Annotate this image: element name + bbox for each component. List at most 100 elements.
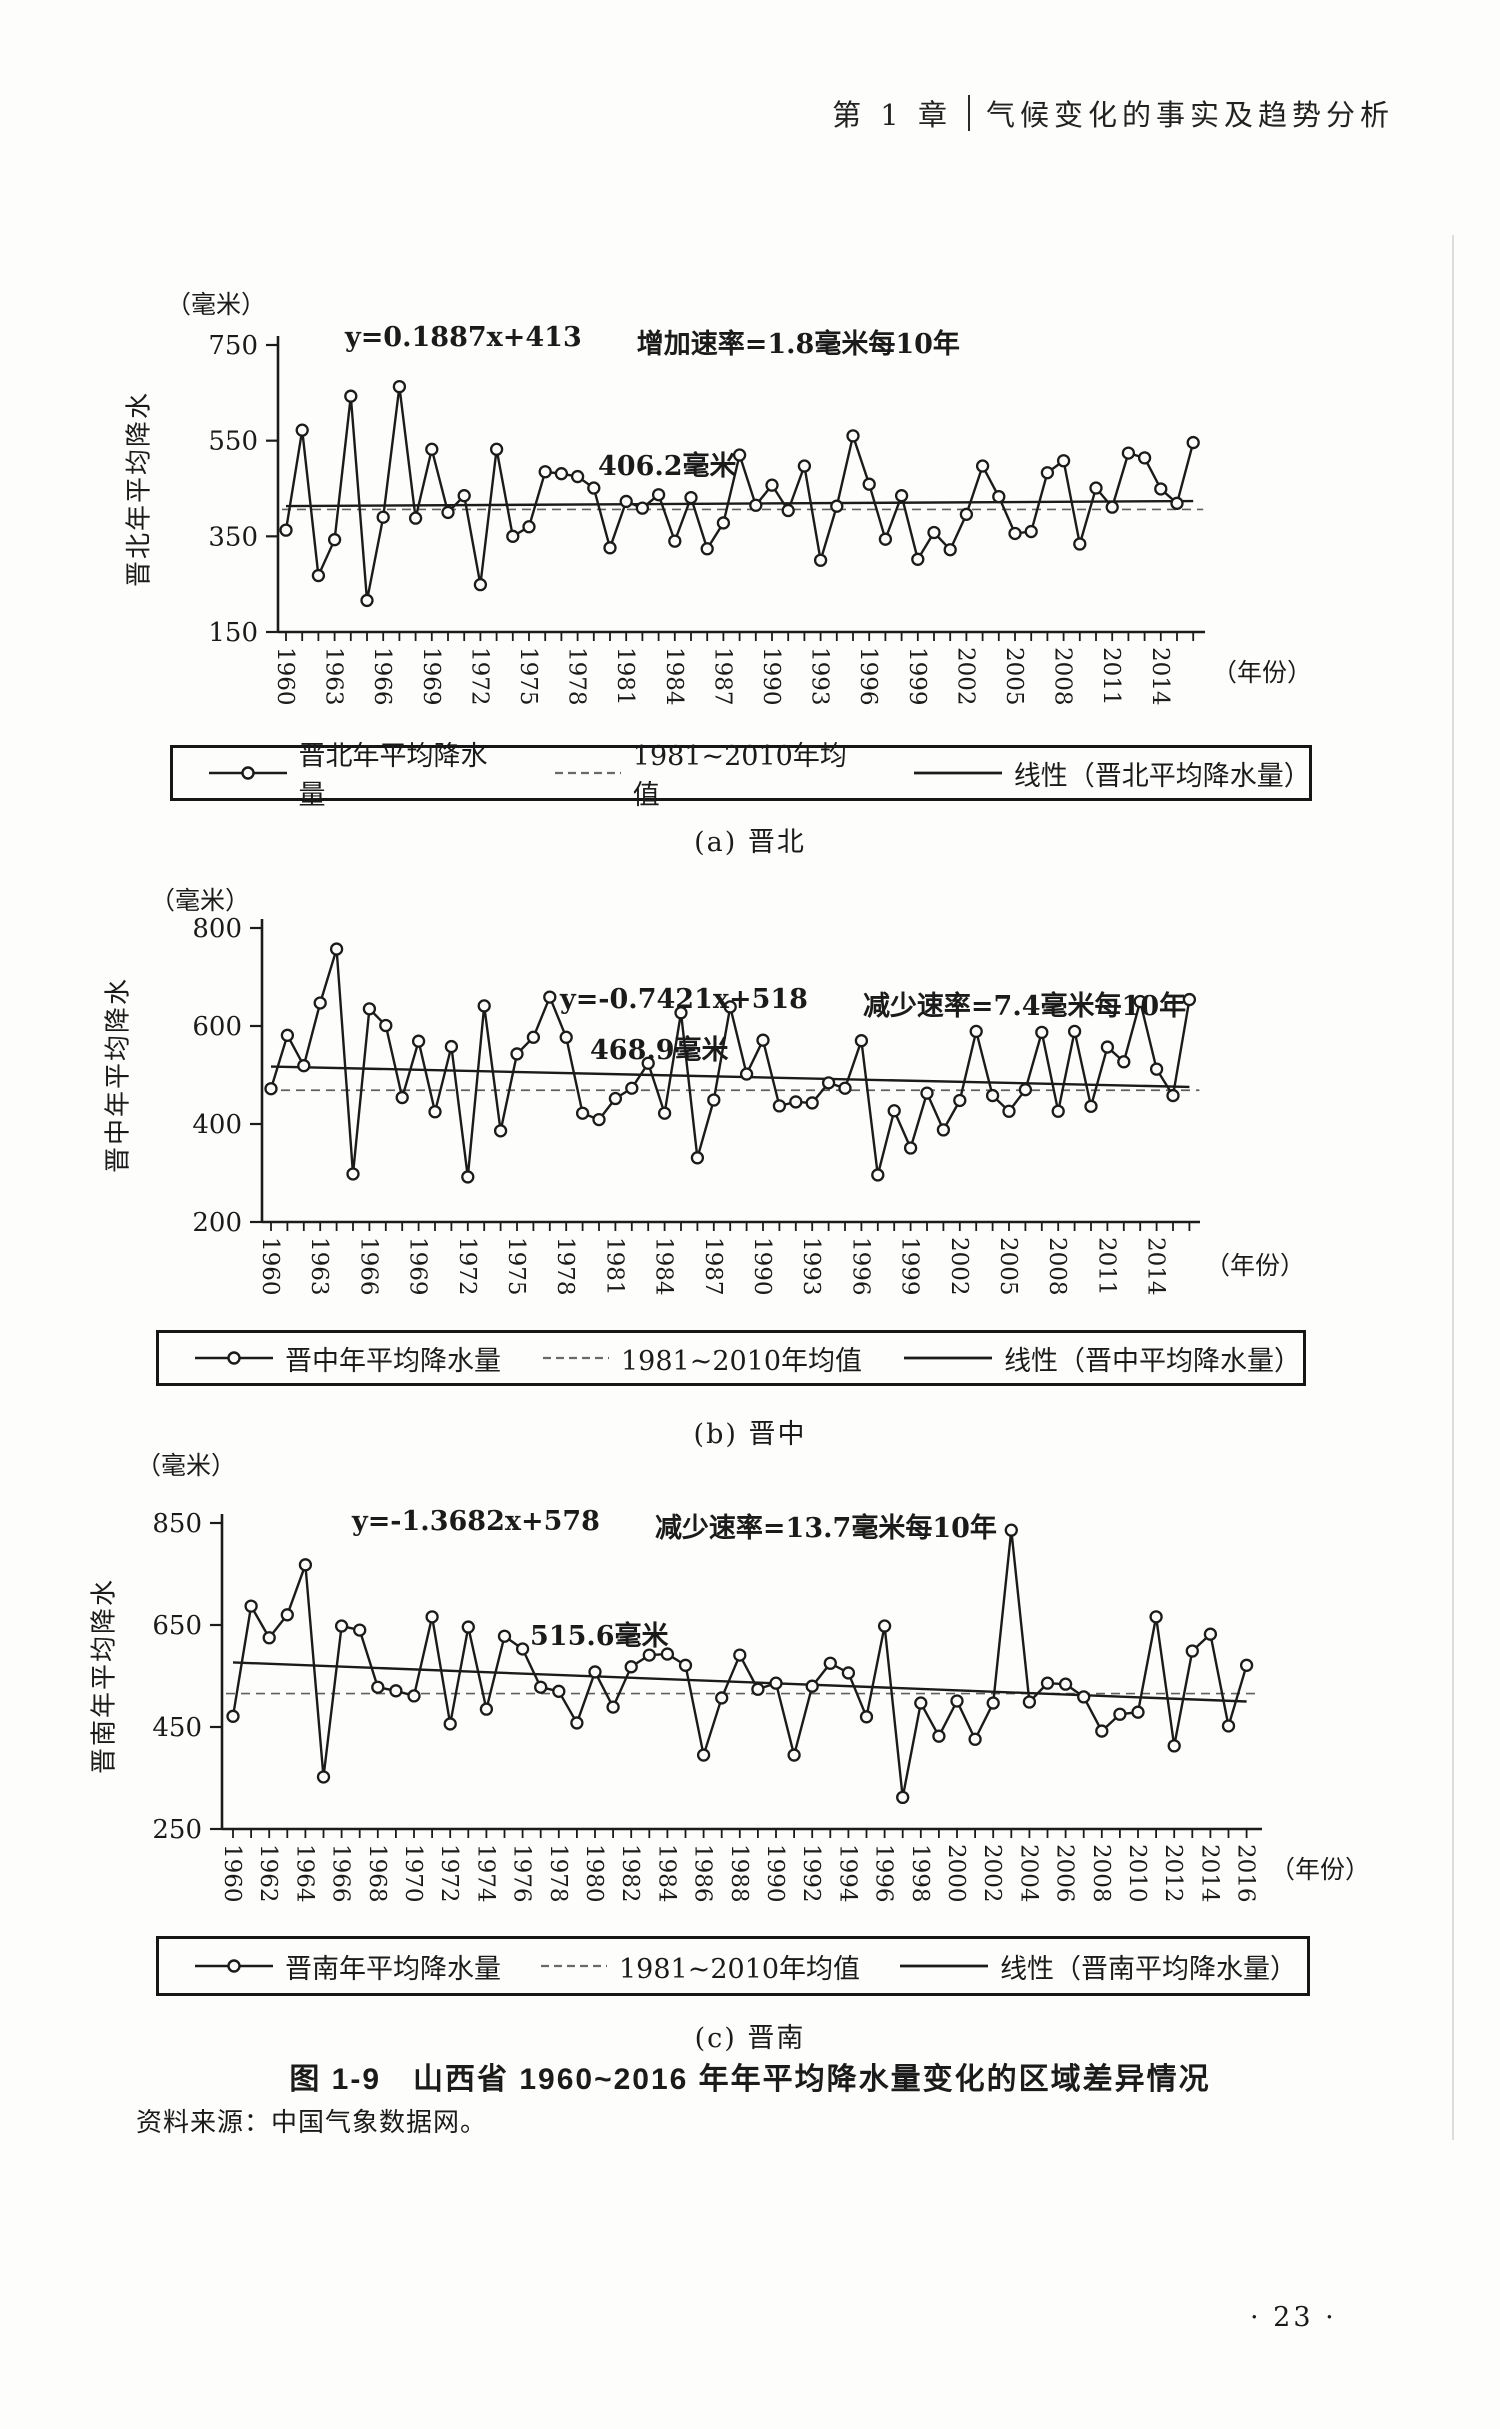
data-point xyxy=(733,1648,747,1662)
data-point xyxy=(674,1006,688,1020)
data-point xyxy=(1056,454,1071,468)
data-point xyxy=(739,1067,754,1081)
x-tick-label: 1986 xyxy=(690,1844,716,1903)
data-point xyxy=(1018,1083,1033,1097)
x-tick-label: 1988 xyxy=(726,1844,752,1903)
data-point xyxy=(441,505,455,520)
x-tick-label: 2011 xyxy=(1098,647,1124,706)
legend-mean-label: 1981~2010年均值 xyxy=(621,1345,863,1377)
data-point xyxy=(1022,1695,1037,1709)
data-point xyxy=(497,1629,512,1643)
x-tick-label: 1960 xyxy=(272,647,298,706)
data-point xyxy=(927,525,941,540)
x-tick-label: 2008 xyxy=(1044,1237,1070,1296)
y-tick-label: 850 xyxy=(152,1509,202,1539)
data-point xyxy=(606,1700,620,1714)
data-point xyxy=(279,523,293,537)
page-edge-artifact xyxy=(1452,235,1454,2140)
data-point xyxy=(700,542,714,556)
data-point xyxy=(1067,1024,1082,1039)
data-point xyxy=(715,1691,729,1705)
legend-mean-label: 1981~2010年均值 xyxy=(619,1953,861,1985)
data-point xyxy=(360,593,374,608)
data-point xyxy=(1100,1040,1115,1054)
chart-c: 850 650 450 250 1960 1962 1964 1966 1968 1970 1972… xyxy=(152,1509,1262,1903)
legend-linear-label: 线性（晋北平均降水量） xyxy=(1013,760,1311,792)
data-point xyxy=(522,520,536,534)
data-point xyxy=(943,543,957,557)
data-point xyxy=(280,1028,295,1042)
data-point xyxy=(473,577,488,592)
x-tick-label: 1996 xyxy=(871,1844,897,1903)
x-tick-label: 1972 xyxy=(454,1237,480,1296)
data-point xyxy=(346,1167,360,1181)
subfigure-caption: (b) 晋中 xyxy=(693,1419,807,1450)
x-tick-label: 1972 xyxy=(436,1844,462,1903)
data-point xyxy=(1004,1523,1018,1537)
mean-legend-marker xyxy=(555,771,621,775)
x-tick-label: 1963 xyxy=(321,647,347,706)
mean-value-label: 406.2毫米 xyxy=(598,451,737,482)
data-point xyxy=(749,498,763,512)
data-point xyxy=(903,1141,918,1155)
x-tick-label: 1966 xyxy=(328,1844,354,1903)
legend-item-linear: 线性（晋中平均降水量） xyxy=(904,1339,1301,1378)
trend-equation: y=-0.7421x+518 xyxy=(560,984,808,1015)
data-point xyxy=(975,459,990,473)
x-tick-label: 2012 xyxy=(1160,1844,1186,1903)
trend-rate: 减少速率=13.7毫米每10年 xyxy=(654,1513,997,1544)
x-tick-label: 2002 xyxy=(946,1237,972,1296)
x-tick-label: 1972 xyxy=(466,647,492,706)
mean-value-label: 468.9毫米 xyxy=(590,1035,729,1066)
x-tick-label: 1990 xyxy=(749,1237,775,1296)
data-point xyxy=(751,1682,765,1696)
trend-annotation: y=-0.7421x+518 减少速率=7.4毫米每10年 xyxy=(560,984,1186,1023)
data-point xyxy=(316,1770,331,1784)
data-point xyxy=(425,1610,439,1624)
series-legend-marker xyxy=(195,1959,273,1973)
data-point xyxy=(985,1088,1000,1103)
data-point xyxy=(428,1105,442,1119)
x-tick-label: 1993 xyxy=(798,1237,824,1296)
data-point xyxy=(1058,1677,1073,1691)
data-point xyxy=(660,1647,675,1661)
legend-mean-label: 1981~2010年均值 xyxy=(632,741,847,811)
data-point xyxy=(914,1696,928,1710)
data-point xyxy=(813,553,828,567)
data-point xyxy=(894,489,909,503)
data-point xyxy=(515,1642,530,1656)
data-point xyxy=(1113,1707,1127,1721)
x-tick-label: 1969 xyxy=(405,1237,431,1296)
data-point xyxy=(756,1033,770,1047)
data-point xyxy=(911,552,925,566)
y-axis-title: 晋中年平均降水 xyxy=(103,976,134,1174)
data-point xyxy=(608,1091,623,1106)
data-point xyxy=(489,442,504,456)
y-tick-label: 750 xyxy=(208,331,258,361)
data-point xyxy=(797,459,812,473)
data-point xyxy=(244,1599,258,1613)
data-point xyxy=(1203,1627,1218,1641)
legend-item-series: 晋中年平均降水量 xyxy=(195,1339,501,1378)
linear-legend-marker xyxy=(904,1356,993,1360)
y-tick-label: 200 xyxy=(192,1208,242,1238)
trend-equation: y=-1.3682x+578 xyxy=(352,1506,600,1537)
data-point xyxy=(1170,496,1184,510)
legend-item-mean: 1981~2010年均值 xyxy=(555,734,872,812)
legend-item-linear: 线性（晋北平均降水量） xyxy=(914,754,1311,793)
x-tick-label: 1999 xyxy=(897,1237,923,1296)
x-tick-label: 2006 xyxy=(1052,1844,1078,1903)
data-point xyxy=(968,1732,982,1746)
legend-series-label: 晋中年平均降水量 xyxy=(285,1345,501,1377)
data-point xyxy=(696,1748,711,1762)
page-number: · 23 · xyxy=(1250,2302,1337,2333)
data-point xyxy=(570,469,585,484)
data-point xyxy=(992,489,1006,504)
x-tick-label: 1993 xyxy=(807,647,833,706)
data-point xyxy=(1221,1719,1236,1733)
chapter-title: 气候变化的事实及趋势分析 xyxy=(985,98,1394,132)
x-tick-label: 2016 xyxy=(1233,1844,1259,1903)
data-point xyxy=(723,1000,737,1014)
data-point xyxy=(805,1679,819,1693)
data-point xyxy=(313,996,327,1010)
